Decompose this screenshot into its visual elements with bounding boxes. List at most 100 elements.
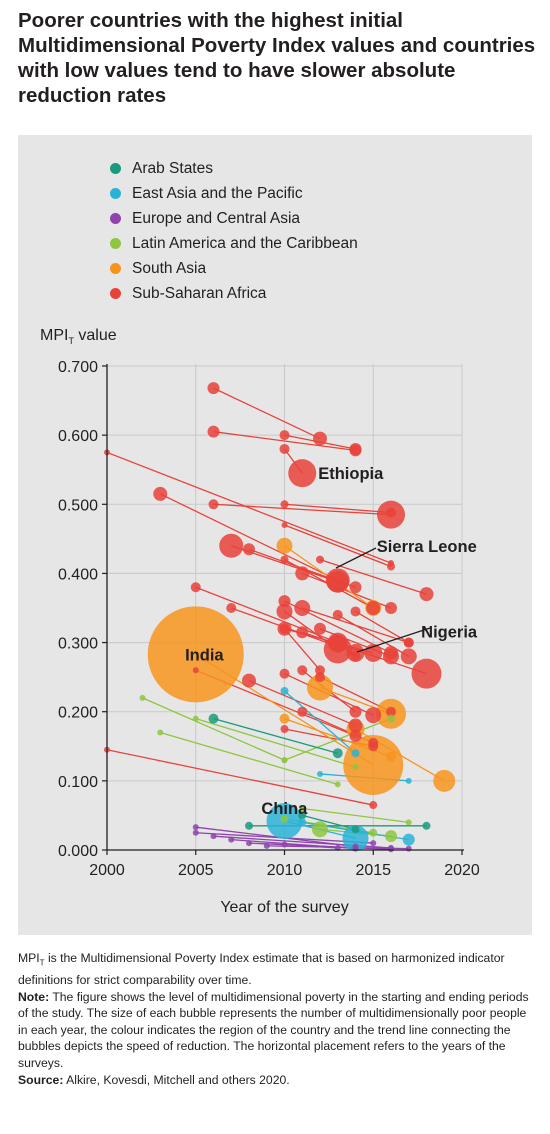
- x-tick-label: 2010: [267, 862, 303, 879]
- bubble: [402, 833, 415, 846]
- trend-line: [284, 843, 338, 849]
- bubble: [192, 715, 199, 722]
- bubble: [263, 842, 270, 849]
- bubble: [153, 486, 168, 501]
- bubble: [433, 769, 456, 792]
- bubble: [329, 634, 346, 651]
- bubble: [349, 729, 362, 742]
- trend-line: [160, 731, 338, 785]
- bubble: [315, 672, 325, 683]
- bubble: [246, 840, 252, 847]
- bubble: [208, 713, 219, 724]
- legend-label: Latin America and the Caribbean: [132, 234, 358, 252]
- bubble: [388, 846, 394, 853]
- bubble: [280, 686, 289, 695]
- trend-line: [213, 431, 356, 451]
- bubble: [242, 673, 256, 688]
- y-tick-label: 0.400: [58, 566, 98, 583]
- legend-label: South Asia: [132, 259, 207, 277]
- bubble: [348, 718, 363, 733]
- bubble: [139, 694, 146, 701]
- chart-panel: [18, 135, 532, 935]
- source-paragraph: Source: Alkire, Kovesdi, Mitchell and ot…: [18, 1072, 538, 1089]
- annotation-ethiopia: Ethiopia: [318, 465, 384, 483]
- trend-line: [319, 558, 427, 595]
- bubble: [314, 622, 326, 635]
- bubble: [278, 595, 291, 608]
- y-tick-label: 0.300: [58, 636, 98, 653]
- source-text: Alkire, Kovesdi, Mitchell and others 202…: [63, 1072, 290, 1087]
- y-axis-label-sub: T: [68, 336, 74, 346]
- bubble: [294, 600, 311, 616]
- definition-term: MPI: [18, 951, 40, 965]
- bubble: [226, 603, 237, 613]
- bubble: [280, 814, 289, 823]
- legend-swatch: [110, 188, 121, 199]
- bubble: [386, 507, 396, 518]
- bubble: [405, 845, 412, 852]
- bubble: [297, 665, 308, 676]
- legend-item: Europe and Central Asia: [110, 206, 358, 231]
- bubble: [299, 805, 306, 812]
- legend-label: East Asia and the Pacific: [132, 184, 303, 202]
- definition-subscript: T: [39, 958, 45, 968]
- bubble-chart: 0.000 0.100 0.200 0.300 0.400 0.500 0.600 0.700…: [40, 327, 480, 916]
- trend-line: [284, 718, 392, 761]
- bubble: [350, 651, 361, 662]
- bubble: [332, 748, 343, 759]
- y-tick-label: 0.500: [58, 497, 98, 514]
- bubble: [317, 770, 323, 777]
- bubble: [342, 825, 369, 852]
- trend-line: [213, 503, 392, 516]
- trend-line: [159, 493, 339, 581]
- bubble: [280, 725, 289, 733]
- bubble: [298, 818, 307, 827]
- bubble: [276, 603, 293, 620]
- bubble: [351, 749, 360, 758]
- bubble: [192, 667, 199, 674]
- bubble: [369, 828, 378, 837]
- bubble: [411, 658, 442, 689]
- bubble: [405, 819, 412, 826]
- bubble: [192, 829, 199, 836]
- x-tick-label: 2000: [89, 862, 125, 879]
- bubble: [281, 757, 288, 764]
- legend-swatch: [110, 238, 121, 249]
- bubble: [295, 566, 310, 581]
- legend-swatch: [110, 288, 121, 299]
- y-axis-label-rest: value: [74, 327, 117, 344]
- trend-line: [302, 807, 409, 823]
- legend-swatch: [110, 263, 121, 274]
- bubble: [307, 674, 333, 701]
- bubble: [405, 777, 412, 784]
- source-label: Source:: [18, 1072, 64, 1087]
- y-tick-label: 0.200: [58, 705, 98, 722]
- sierra-leone-pointer: [335, 547, 377, 569]
- legend-item: Arab States: [110, 156, 358, 181]
- chart-legend: Arab States East Asia and the Pacific Euro…: [110, 156, 358, 306]
- x-tick-label: 2020: [444, 862, 480, 879]
- bubble: [388, 560, 394, 567]
- bubble: [243, 543, 255, 556]
- bubble: [245, 821, 253, 830]
- bubble: [228, 836, 235, 843]
- bubble: [422, 821, 431, 830]
- bubble: [296, 626, 309, 639]
- bubble: [276, 537, 293, 554]
- bubble: [370, 840, 377, 847]
- bubble: [207, 382, 220, 395]
- bubble: [349, 705, 362, 718]
- legend-label: Arab States: [132, 159, 213, 177]
- bubble: [207, 425, 220, 438]
- note-text: The figure shows the level of multidimen…: [18, 989, 529, 1070]
- annotation-china: China: [261, 800, 308, 818]
- y-axis-label: MPIT value: [40, 327, 117, 346]
- trend-line: [195, 718, 356, 768]
- bubble: [334, 781, 341, 788]
- legend-swatch: [110, 213, 121, 224]
- bubble: [385, 602, 397, 614]
- annotation-sierra-leone: Sierra Leone: [377, 538, 477, 556]
- bubble: [365, 707, 382, 724]
- bubble: [208, 499, 219, 510]
- chart-title: Poorer countries with the highest initia…: [18, 9, 536, 107]
